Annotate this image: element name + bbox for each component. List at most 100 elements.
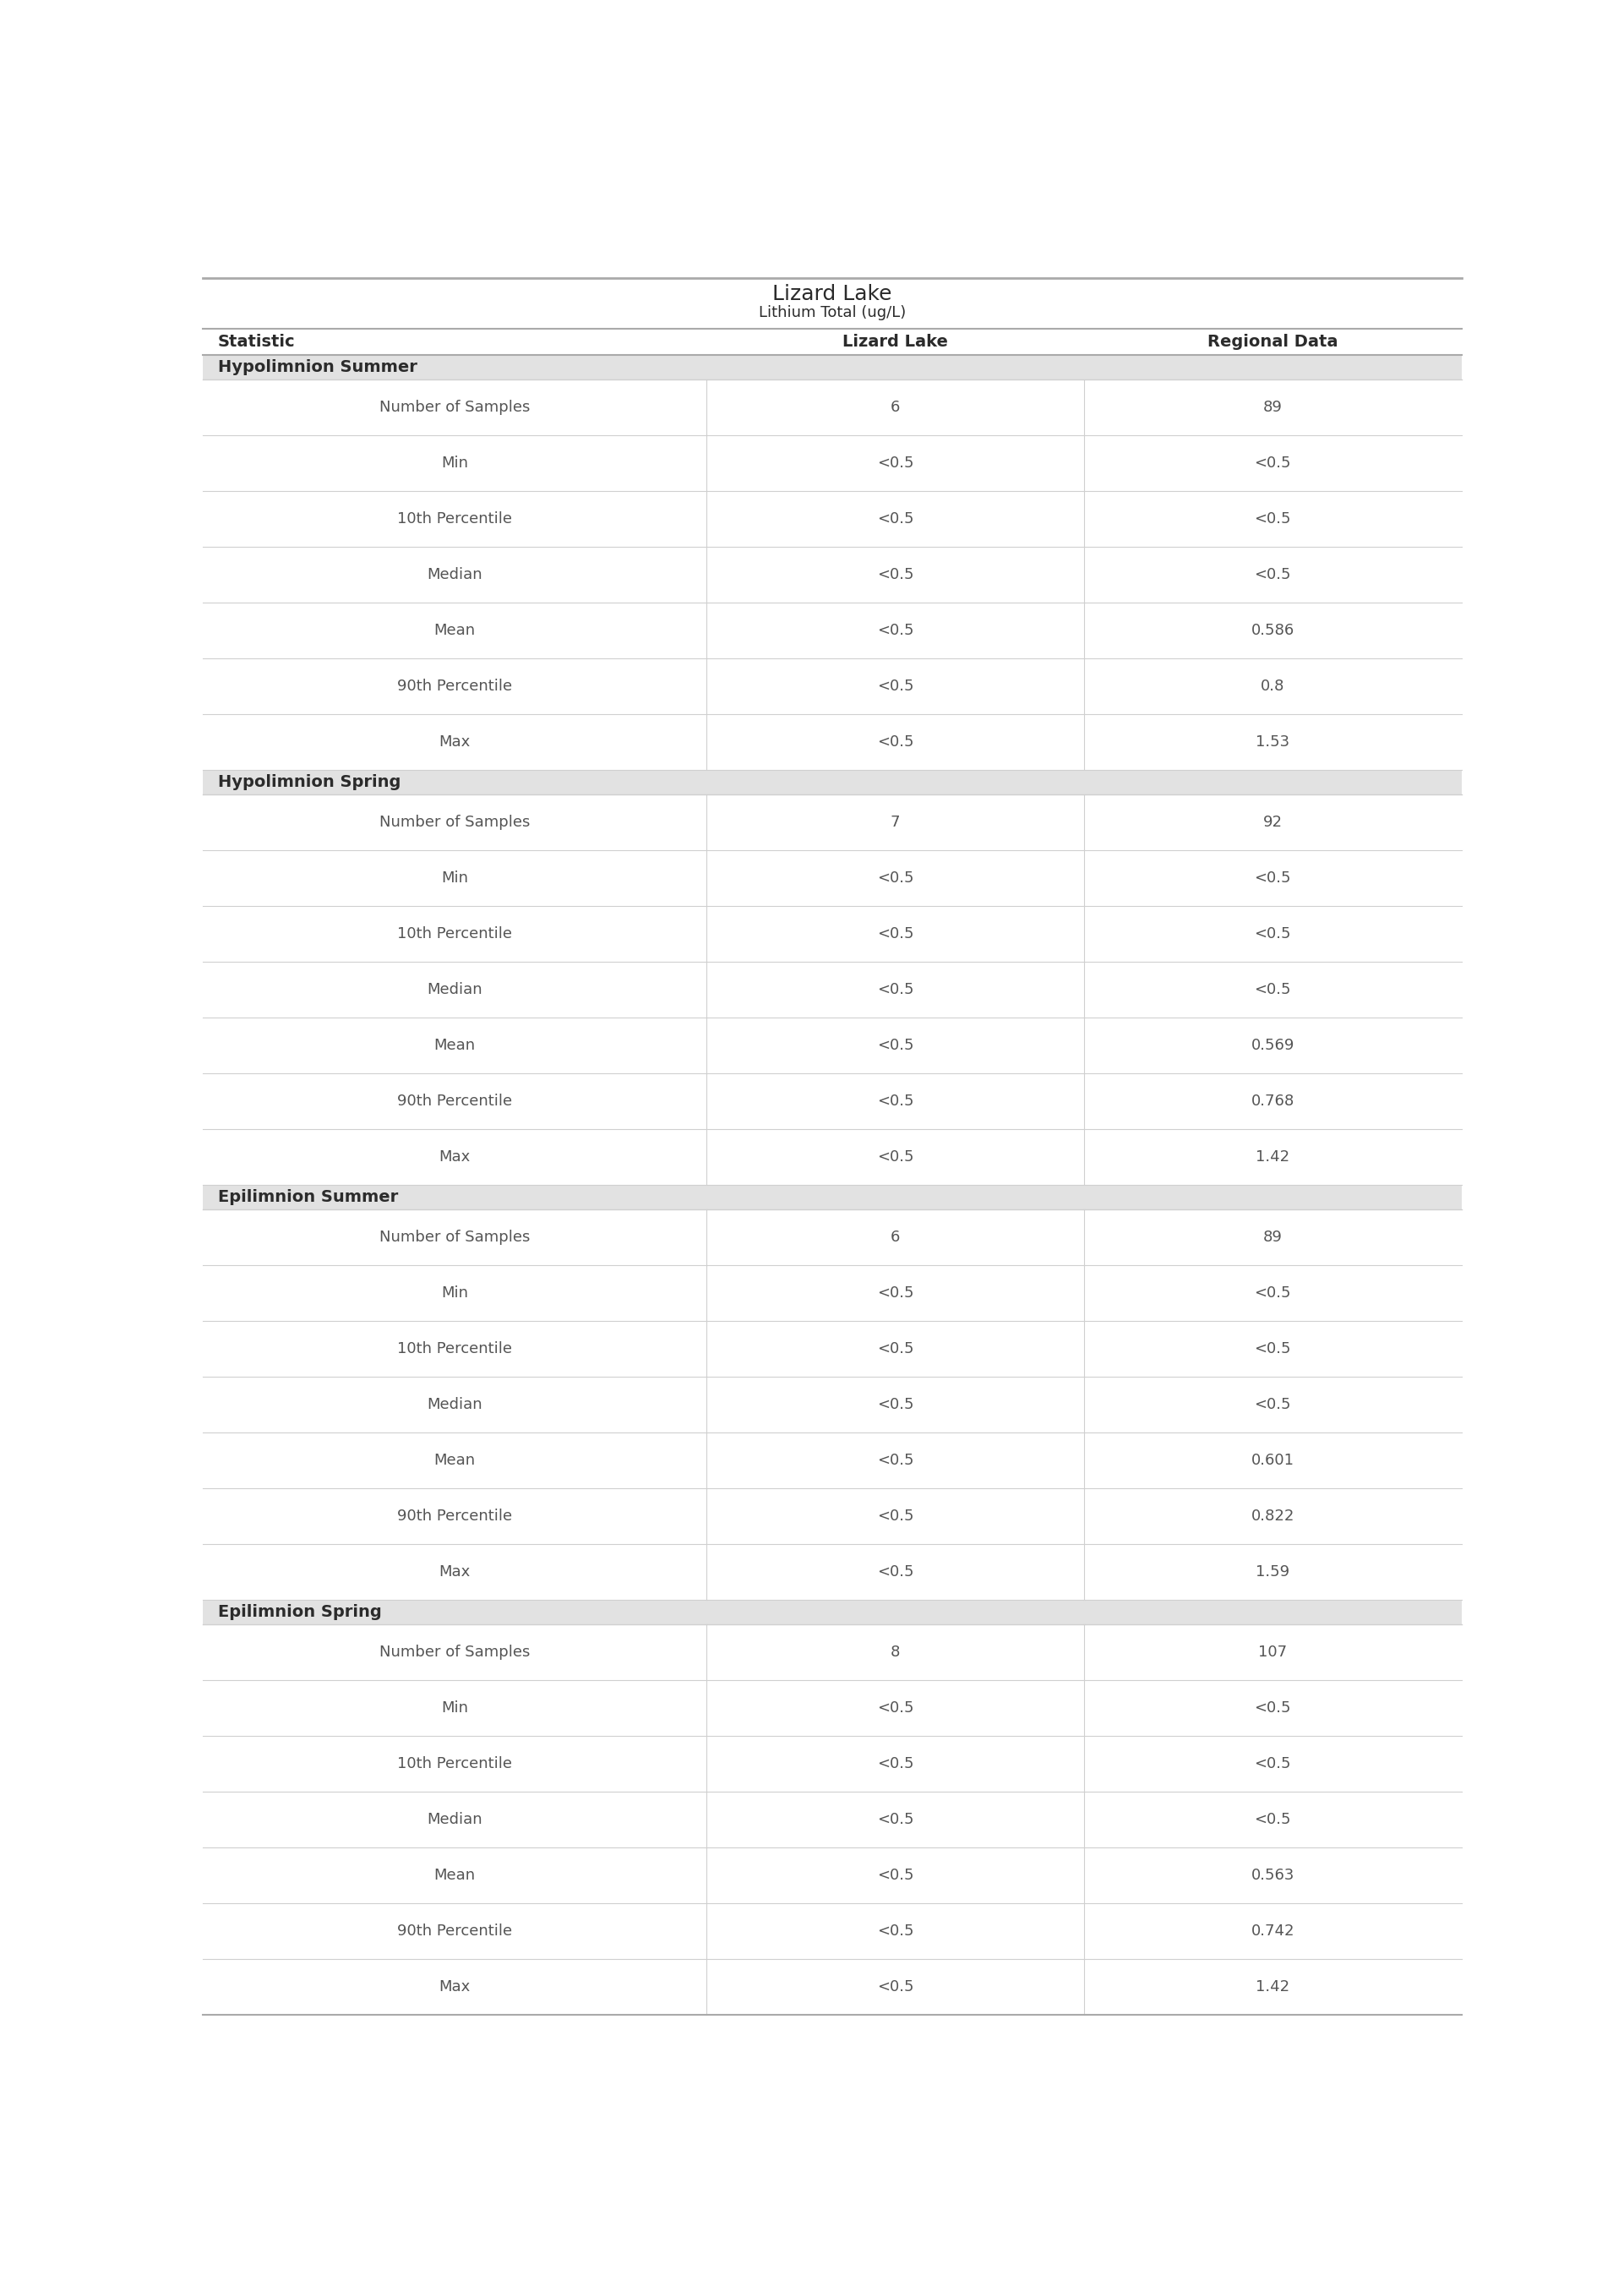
Text: Mean: Mean	[434, 1453, 476, 1469]
Bar	[203, 1848, 1462, 1902]
Text: <0.5: <0.5	[877, 735, 914, 749]
Text: <0.5: <0.5	[1254, 1342, 1291, 1357]
Text: <0.5: <0.5	[1254, 456, 1291, 470]
Text: 0.742: 0.742	[1250, 1923, 1294, 1939]
Text: <0.5: <0.5	[877, 1037, 914, 1053]
Bar	[203, 1128, 1462, 1185]
Text: <0.5: <0.5	[877, 1868, 914, 1884]
Text: Number of Samples: Number of Samples	[380, 1230, 529, 1244]
Text: <0.5: <0.5	[877, 1979, 914, 1995]
Bar	[203, 1376, 1462, 1432]
Bar	[203, 1902, 1462, 1959]
Text: 7: 7	[890, 815, 900, 829]
Bar	[203, 354, 1462, 379]
Bar	[203, 849, 1462, 906]
Text: Median: Median	[427, 568, 482, 581]
Bar	[203, 277, 1462, 329]
Text: 92: 92	[1263, 815, 1283, 829]
Text: <0.5: <0.5	[1254, 926, 1291, 942]
Bar	[203, 329, 1462, 354]
Text: 89: 89	[1263, 400, 1283, 415]
Text: 0.8: 0.8	[1260, 679, 1285, 695]
Text: <0.5: <0.5	[1254, 1285, 1291, 1301]
Text: Min: Min	[442, 869, 468, 885]
Text: 6: 6	[890, 1230, 900, 1244]
Text: Min: Min	[442, 1285, 468, 1301]
Text: <0.5: <0.5	[877, 869, 914, 885]
Bar	[203, 1680, 1462, 1737]
Text: Max: Max	[438, 735, 471, 749]
Text: <0.5: <0.5	[877, 983, 914, 997]
Bar	[203, 490, 1462, 547]
Bar	[203, 602, 1462, 658]
Text: Mean: Mean	[434, 622, 476, 638]
Text: 1.53: 1.53	[1255, 735, 1289, 749]
Text: Median: Median	[427, 1396, 482, 1412]
Text: 90th Percentile: 90th Percentile	[398, 1094, 512, 1108]
Text: Min: Min	[442, 1700, 468, 1716]
Text: <0.5: <0.5	[1254, 1811, 1291, 1827]
Text: 90th Percentile: 90th Percentile	[398, 1923, 512, 1939]
Bar	[203, 1074, 1462, 1128]
Text: <0.5: <0.5	[877, 456, 914, 470]
Text: 0.586: 0.586	[1250, 622, 1294, 638]
Text: 1.42: 1.42	[1255, 1979, 1289, 1995]
Text: Number of Samples: Number of Samples	[380, 1643, 529, 1659]
Text: Min: Min	[442, 456, 468, 470]
Text: <0.5: <0.5	[877, 511, 914, 527]
Text: <0.5: <0.5	[877, 1342, 914, 1357]
Bar	[203, 1210, 1462, 1264]
Text: 0.569: 0.569	[1250, 1037, 1294, 1053]
Text: 0.768: 0.768	[1250, 1094, 1294, 1108]
Text: Mean: Mean	[434, 1037, 476, 1053]
Text: Hypolimnion Summer: Hypolimnion Summer	[218, 359, 417, 375]
Text: <0.5: <0.5	[1254, 511, 1291, 527]
Text: <0.5: <0.5	[877, 568, 914, 581]
Bar	[203, 1489, 1462, 1544]
Text: Epilimnion Summer: Epilimnion Summer	[218, 1189, 398, 1205]
Text: <0.5: <0.5	[877, 1923, 914, 1939]
Bar	[203, 547, 1462, 602]
Bar	[203, 1321, 1462, 1376]
Text: Mean: Mean	[434, 1868, 476, 1884]
Text: 0.563: 0.563	[1250, 1868, 1294, 1884]
Text: 89: 89	[1263, 1230, 1283, 1244]
Bar	[203, 1791, 1462, 1848]
Bar	[203, 658, 1462, 715]
Text: <0.5: <0.5	[1254, 1396, 1291, 1412]
Text: <0.5: <0.5	[877, 622, 914, 638]
Text: Epilimnion Spring: Epilimnion Spring	[218, 1605, 382, 1621]
Bar	[203, 379, 1462, 436]
Text: Regional Data: Regional Data	[1208, 334, 1338, 350]
Text: <0.5: <0.5	[877, 1453, 914, 1469]
Text: <0.5: <0.5	[877, 1396, 914, 1412]
Bar	[203, 770, 1462, 794]
Text: <0.5: <0.5	[877, 1811, 914, 1827]
Text: <0.5: <0.5	[1254, 568, 1291, 581]
Text: <0.5: <0.5	[877, 1285, 914, 1301]
Text: Median: Median	[427, 983, 482, 997]
Text: Lizard Lake: Lizard Lake	[773, 284, 892, 304]
Bar	[203, 1017, 1462, 1074]
Text: Number of Samples: Number of Samples	[380, 815, 529, 829]
Text: <0.5: <0.5	[1254, 983, 1291, 997]
Bar	[203, 962, 1462, 1017]
Text: 1.42: 1.42	[1255, 1149, 1289, 1165]
Bar	[203, 1432, 1462, 1489]
Bar	[203, 715, 1462, 770]
Text: <0.5: <0.5	[877, 1700, 914, 1716]
Bar	[203, 1625, 1462, 1680]
Text: <0.5: <0.5	[877, 1564, 914, 1580]
Text: 0.601: 0.601	[1250, 1453, 1294, 1469]
Text: 10th Percentile: 10th Percentile	[398, 511, 512, 527]
Text: Statistic: Statistic	[218, 334, 296, 350]
Text: 0.822: 0.822	[1250, 1510, 1294, 1523]
Bar	[203, 1264, 1462, 1321]
Bar	[203, 906, 1462, 962]
Bar	[203, 1600, 1462, 1625]
Bar	[203, 794, 1462, 849]
Text: Number of Samples: Number of Samples	[380, 400, 529, 415]
Text: 6: 6	[890, 400, 900, 415]
Text: 10th Percentile: 10th Percentile	[398, 1757, 512, 1771]
Text: Max: Max	[438, 1979, 471, 1995]
